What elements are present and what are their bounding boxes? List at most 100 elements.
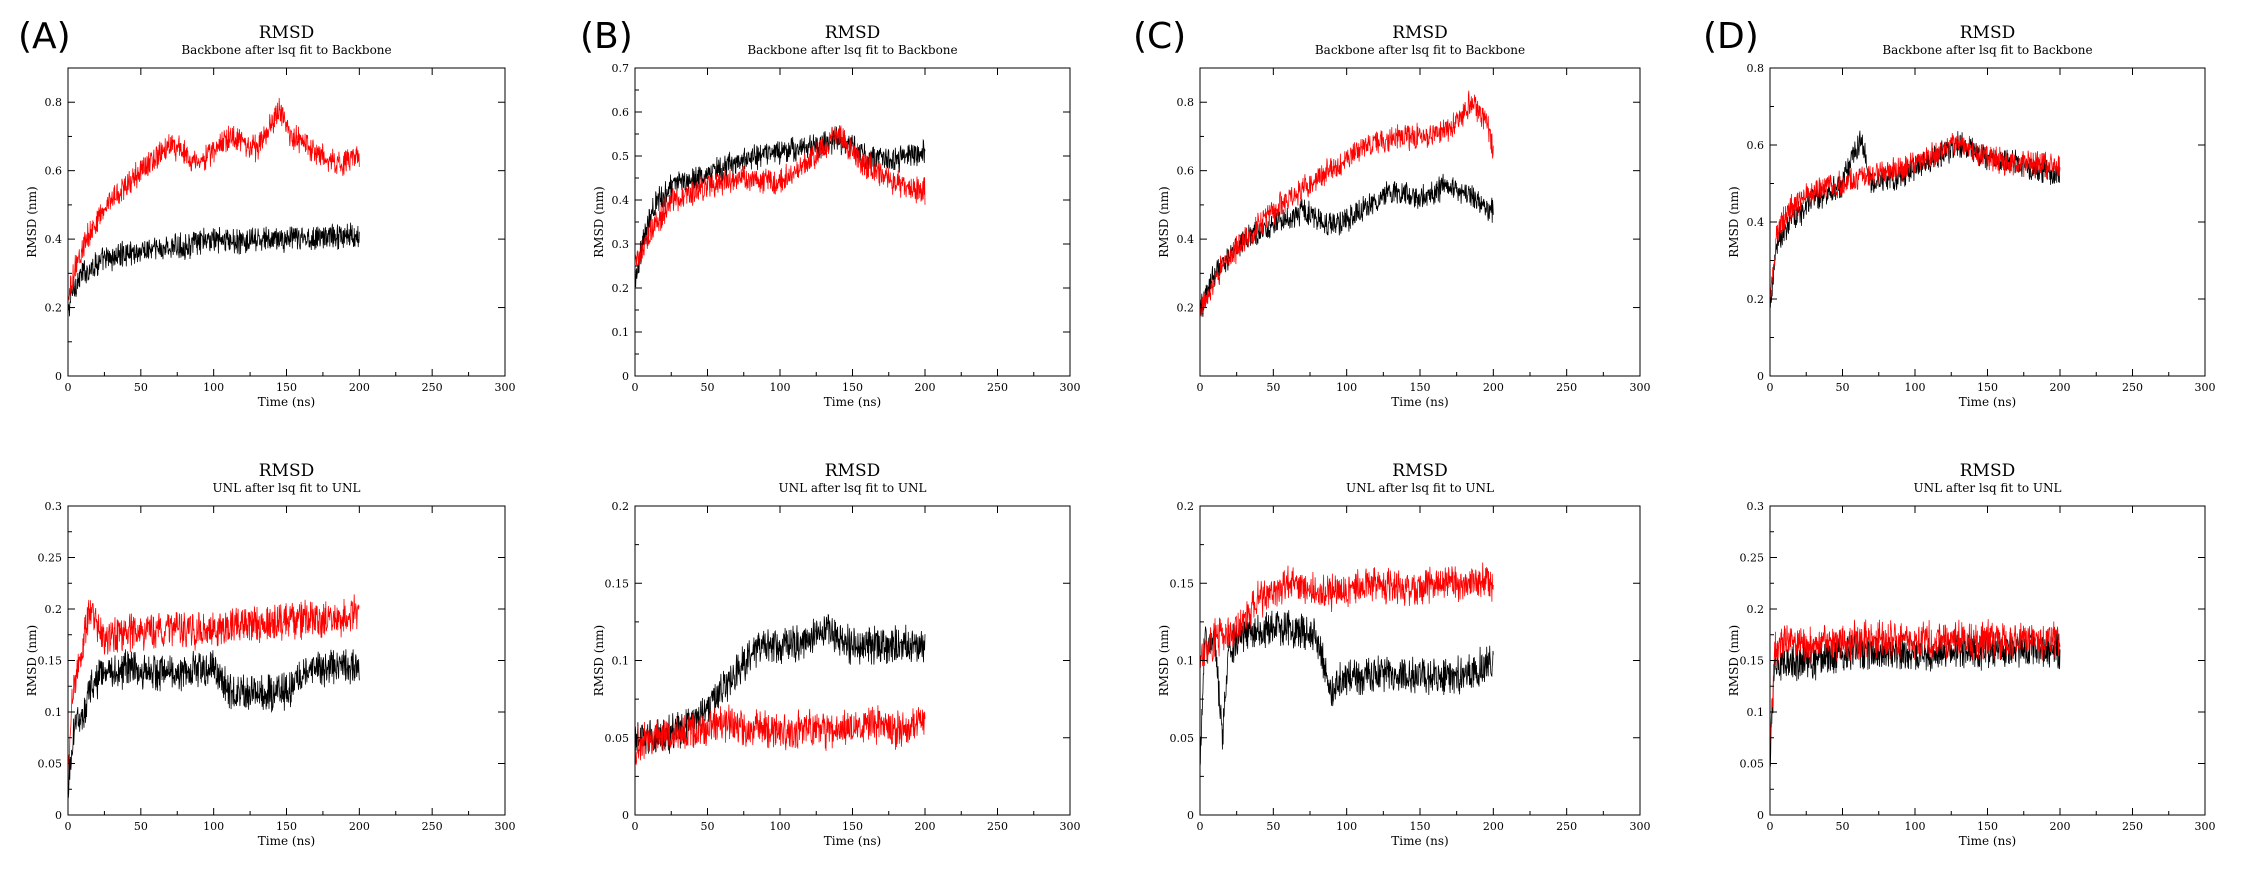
series-red-line bbox=[1200, 90, 1494, 317]
x-tick-label: 250 bbox=[422, 820, 443, 833]
x-tick-label: 150 bbox=[842, 381, 863, 394]
y-tick-label: 0.7 bbox=[612, 62, 630, 75]
series-red-line bbox=[68, 594, 360, 776]
x-tick-label: 250 bbox=[2122, 381, 2143, 394]
x-tick-label: 200 bbox=[1483, 820, 1504, 833]
y-tick-label: 0.2 bbox=[612, 282, 630, 295]
x-tick-label: 100 bbox=[770, 381, 791, 394]
y-tick-label: 0.1 bbox=[1747, 706, 1765, 719]
x-tick-label: 50 bbox=[701, 820, 715, 833]
x-tick-label: 300 bbox=[1630, 381, 1651, 394]
y-tick-label: 0.4 bbox=[1177, 233, 1195, 246]
x-axis-label: Time (ns) bbox=[258, 395, 315, 409]
y-tick-label: 0.8 bbox=[1177, 96, 1195, 109]
x-tick-label: 300 bbox=[1060, 820, 1081, 833]
x-tick-label: 50 bbox=[1266, 381, 1280, 394]
x-tick-label: 0 bbox=[1197, 820, 1204, 833]
series-red-line bbox=[1770, 132, 2061, 299]
x-tick-label: 200 bbox=[1483, 381, 1504, 394]
x-tick-label: 100 bbox=[770, 820, 791, 833]
y-tick-label: 0.2 bbox=[45, 302, 63, 315]
chart-subtitle: Backbone after lsq fit to Backbone bbox=[181, 43, 391, 57]
chart-subtitle: Backbone after lsq fit to Backbone bbox=[1315, 43, 1525, 57]
x-tick-label: 250 bbox=[422, 381, 443, 394]
x-tick-label: 50 bbox=[1266, 820, 1280, 833]
y-axis-label: RMSD (nm) bbox=[592, 186, 606, 257]
panel-label-a: (A) bbox=[18, 16, 71, 57]
plot-frame bbox=[1769, 67, 2206, 377]
series-red-line bbox=[635, 125, 926, 267]
x-axis-label: Time (ns) bbox=[1959, 834, 2016, 848]
chart-title: RMSD bbox=[259, 461, 314, 481]
chart-subtitle: UNL after lsq fit to UNL bbox=[212, 481, 360, 495]
y-tick-label: 0.3 bbox=[612, 238, 630, 251]
x-tick-label: 100 bbox=[203, 820, 224, 833]
series-black-line bbox=[1770, 130, 2061, 308]
x-tick-label: 150 bbox=[1410, 820, 1431, 833]
x-tick-label: 200 bbox=[915, 381, 936, 394]
y-tick-label: 0.2 bbox=[612, 500, 630, 513]
y-tick-label: 0 bbox=[622, 370, 629, 383]
y-tick-label: 0.05 bbox=[605, 732, 630, 745]
y-tick-label: 0.8 bbox=[45, 96, 63, 109]
y-tick-label: 0.2 bbox=[1747, 293, 1765, 306]
chart-subtitle: UNL after lsq fit to UNL bbox=[1913, 481, 2061, 495]
x-tick-label: 100 bbox=[203, 381, 224, 394]
x-tick-label: 250 bbox=[987, 381, 1008, 394]
y-tick-label: 0.2 bbox=[1177, 500, 1195, 513]
x-tick-label: 0 bbox=[632, 381, 639, 394]
chart-title: RMSD bbox=[1392, 461, 1447, 481]
x-tick-label: 300 bbox=[495, 381, 516, 394]
y-tick-label: 0.6 bbox=[1747, 139, 1765, 152]
x-axis-label: Time (ns) bbox=[1391, 834, 1448, 848]
x-tick-label: 200 bbox=[2050, 820, 2071, 833]
x-tick-label: 0 bbox=[632, 820, 639, 833]
x-tick-label: 0 bbox=[1767, 820, 1774, 833]
y-tick-label: 0.4 bbox=[45, 233, 63, 246]
y-tick-label: 0.1 bbox=[45, 706, 63, 719]
y-tick-label: 0.15 bbox=[1170, 577, 1195, 590]
x-tick-label: 250 bbox=[2122, 820, 2143, 833]
series-black-line bbox=[68, 649, 360, 798]
chart-title: RMSD bbox=[825, 23, 880, 43]
plot-frame bbox=[1199, 505, 1641, 816]
y-tick-label: 0.2 bbox=[45, 603, 63, 616]
y-tick-label: 0.2 bbox=[1177, 302, 1195, 315]
x-tick-label: 0 bbox=[65, 820, 72, 833]
series-red-line bbox=[635, 704, 926, 765]
y-tick-label: 0.05 bbox=[38, 758, 63, 771]
chart-subtitle: Backbone after lsq fit to Backbone bbox=[1882, 43, 2092, 57]
x-tick-label: 200 bbox=[349, 381, 370, 394]
y-tick-label: 0.6 bbox=[612, 106, 630, 119]
series-black-line bbox=[1770, 630, 2061, 767]
y-axis-label: RMSD (nm) bbox=[1157, 186, 1171, 257]
y-tick-label: 0.3 bbox=[1747, 500, 1765, 513]
y-axis-label: RMSD (nm) bbox=[1727, 186, 1741, 257]
x-axis-label: Time (ns) bbox=[824, 834, 881, 848]
plot-frame bbox=[634, 67, 1071, 377]
x-tick-label: 250 bbox=[1556, 820, 1577, 833]
y-tick-label: 0.3 bbox=[45, 500, 63, 513]
y-tick-label: 0 bbox=[1187, 809, 1194, 822]
x-tick-label: 300 bbox=[2195, 381, 2216, 394]
series-red-line bbox=[68, 97, 360, 301]
x-tick-label: 100 bbox=[1905, 820, 1926, 833]
y-tick-label: 0.8 bbox=[1747, 62, 1765, 75]
x-tick-label: 150 bbox=[276, 820, 297, 833]
x-tick-label: 100 bbox=[1905, 381, 1926, 394]
y-tick-label: 0.1 bbox=[1177, 655, 1195, 668]
x-axis-label: Time (ns) bbox=[1959, 395, 2016, 409]
y-tick-label: 0.4 bbox=[1747, 216, 1765, 229]
x-tick-label: 300 bbox=[495, 820, 516, 833]
y-axis-label: RMSD (nm) bbox=[25, 186, 39, 257]
series-black-line bbox=[68, 222, 360, 317]
chart-title: RMSD bbox=[259, 23, 314, 43]
y-axis-label: RMSD (nm) bbox=[25, 625, 39, 696]
